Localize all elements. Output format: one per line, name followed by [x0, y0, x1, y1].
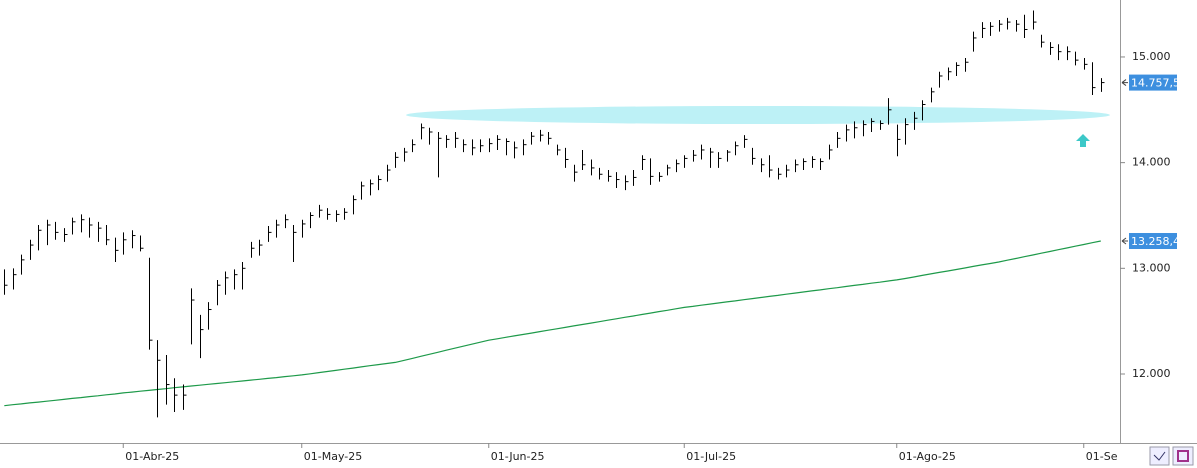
up-arrow-icon	[1076, 134, 1090, 147]
x-tick-label: 01-Se	[1086, 450, 1118, 463]
x-tick-label: 01-May-25	[304, 450, 362, 463]
y-tick-label: 14.000	[1132, 156, 1171, 169]
y-tick-label: 15.000	[1132, 50, 1171, 63]
highlight-zone	[406, 106, 1110, 124]
price-tag-pointer	[1121, 237, 1128, 245]
y-tick-label: 12.000	[1132, 367, 1171, 380]
toolbar-button[interactable]	[1172, 446, 1194, 466]
price-tag-box	[1129, 233, 1177, 250]
toolbar-button[interactable]	[1149, 446, 1170, 466]
x-tick-label: 01-Jul-25	[686, 450, 736, 463]
toolbar-icon	[1177, 450, 1189, 462]
x-tick-label: 01-Jun-25	[491, 450, 545, 463]
x-tick-label: 01-Ago-25	[899, 450, 956, 463]
price-tag-label: 14.757,5	[1131, 77, 1180, 90]
toolbar-icon	[1153, 451, 1166, 461]
x-tick-label: 01-Abr-25	[125, 450, 179, 463]
price-tag-label: 13.258,4	[1131, 235, 1180, 248]
y-tick-label: 13.000	[1132, 261, 1171, 274]
moving-average-line	[4, 240, 1101, 407]
price-tag-box	[1129, 74, 1177, 91]
price-tag-pointer	[1121, 79, 1128, 86]
